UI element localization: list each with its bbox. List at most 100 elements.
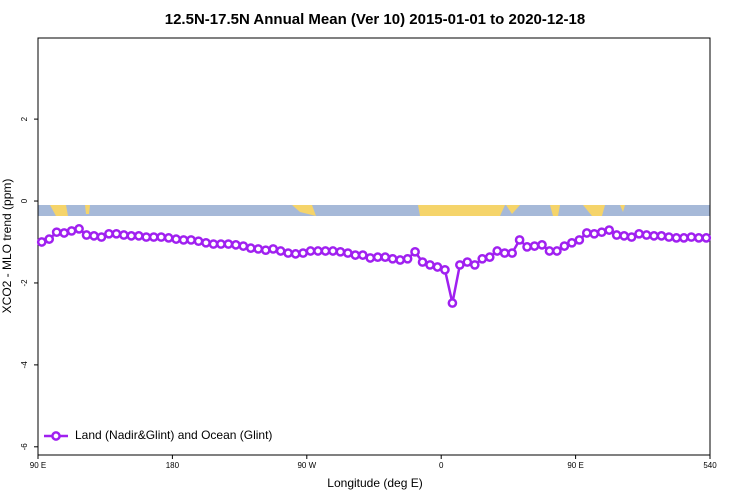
y-tick-label: 0 [20, 198, 29, 203]
data-point [611, 230, 622, 240]
x-tick-label: 90 W [297, 461, 316, 470]
data-point [208, 239, 219, 249]
data-point [462, 257, 473, 267]
data-point [365, 253, 376, 263]
plot-frame [37, 37, 711, 456]
data-point [425, 260, 435, 270]
data-point [455, 260, 465, 270]
data-point [626, 232, 637, 242]
land [550, 205, 560, 216]
data-point [410, 246, 420, 257]
map-strip [38, 205, 710, 216]
data-point [357, 250, 368, 260]
data-point [119, 230, 129, 240]
data-point [649, 230, 659, 241]
data-point [335, 246, 346, 257]
land [292, 205, 316, 216]
data-point [290, 249, 301, 259]
x-axis-label: Longitude (deg E) [327, 476, 422, 490]
data-point [216, 239, 226, 249]
data-point [544, 246, 555, 256]
land [620, 205, 625, 212]
data-point [283, 248, 293, 258]
data-point [253, 244, 264, 254]
data-point [223, 239, 234, 249]
land [50, 205, 68, 216]
data-point [74, 224, 84, 234]
y-tick-label: -4 [20, 361, 29, 369]
data-point [604, 225, 615, 235]
data-point [529, 241, 540, 251]
data-point [193, 236, 204, 247]
legend-marker [51, 431, 61, 441]
data-point [522, 242, 532, 252]
data-point [313, 246, 323, 256]
data-point [231, 240, 241, 250]
data-point [701, 233, 712, 243]
data-point [328, 246, 338, 256]
data-point [350, 250, 361, 260]
data-point [686, 232, 697, 242]
data-point [298, 248, 308, 258]
data-point [693, 233, 704, 243]
data-point [499, 248, 510, 258]
data-point [104, 228, 114, 239]
series-line [41, 227, 707, 304]
data-point [664, 232, 674, 242]
data-point [268, 244, 279, 254]
data-point [156, 232, 167, 242]
data-point [581, 228, 592, 238]
data-point [51, 227, 62, 238]
data-point [238, 241, 249, 251]
data-point [126, 230, 137, 241]
y-tick-label: -2 [20, 279, 29, 287]
data-point [66, 226, 77, 236]
data-point [186, 235, 196, 245]
data-point [372, 252, 383, 263]
data-point [201, 237, 211, 248]
data-point [89, 230, 99, 241]
land [418, 205, 505, 216]
data-point [537, 240, 547, 250]
x-tick-label: 540 [703, 461, 717, 470]
data-point [320, 246, 331, 256]
data-point [111, 228, 122, 239]
data-point [245, 243, 256, 253]
data-point [148, 232, 159, 242]
data-point [440, 264, 450, 275]
land [583, 205, 605, 216]
data-point [477, 253, 488, 264]
data-point [36, 237, 47, 247]
data-point [514, 235, 525, 245]
data-point [447, 298, 458, 308]
data-point [634, 228, 644, 239]
data-point [305, 246, 316, 256]
data-point [260, 245, 271, 256]
y-tick-label: 2 [20, 116, 29, 121]
data-point [484, 252, 495, 263]
data-point [171, 234, 181, 244]
data-point [275, 246, 286, 256]
data-point [395, 255, 405, 265]
data-point [552, 246, 562, 256]
data-point [81, 230, 92, 240]
chart-title: 12.5N-17.5N Annual Mean (Ver 10) 2015-01… [165, 11, 585, 28]
x-tick-label: 0 [439, 461, 444, 470]
data-point [59, 228, 69, 238]
data-point [163, 233, 174, 243]
x-tick-label: 90 E [30, 461, 46, 470]
data-point [596, 227, 607, 238]
data-point [619, 230, 629, 241]
data-point [44, 234, 55, 244]
land [506, 205, 520, 214]
data-point [574, 235, 585, 245]
land [85, 205, 90, 214]
data-point [387, 253, 398, 264]
x-tick-label: 180 [166, 461, 180, 470]
data-point [178, 235, 189, 245]
data-point [141, 232, 152, 242]
y-tick-label: -6 [20, 443, 29, 451]
data-point [641, 230, 652, 240]
x-tick-label: 90 E [567, 461, 583, 470]
